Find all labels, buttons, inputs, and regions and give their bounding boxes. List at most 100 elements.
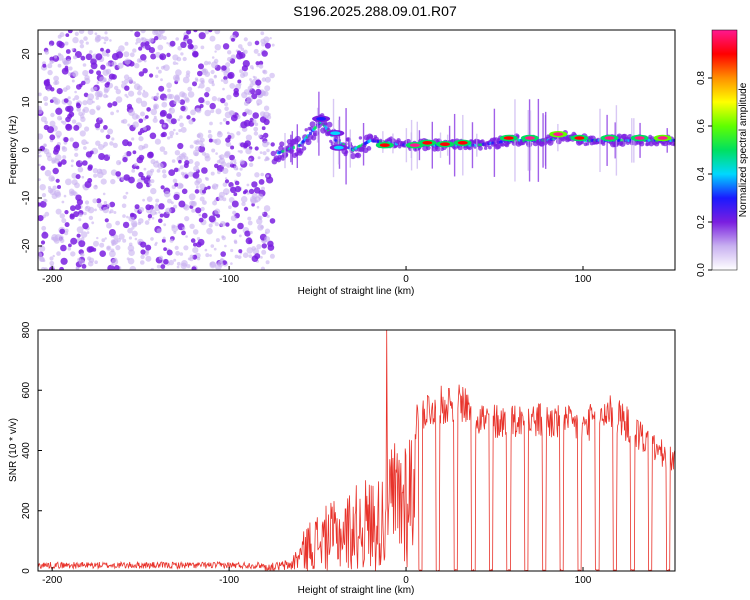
noise-blob	[208, 78, 215, 84]
noise-blob	[161, 101, 168, 108]
noise-blob	[220, 251, 226, 257]
noise-blob	[43, 124, 50, 131]
noise-blob	[226, 131, 230, 135]
noise-blob	[259, 151, 263, 155]
noise-blob	[94, 208, 97, 212]
noise-blob	[90, 62, 98, 70]
noise-blob	[191, 266, 197, 270]
snr-y-tick-label: 200	[21, 502, 32, 519]
noise-blob	[147, 214, 153, 219]
noise-blob	[182, 226, 186, 231]
noise-blob	[148, 37, 154, 43]
signal-core	[308, 131, 313, 135]
noise-blob	[241, 201, 246, 207]
noise-blob	[162, 236, 166, 240]
noise-blob	[106, 246, 111, 250]
noise-blob	[59, 213, 65, 219]
noise-blob	[127, 227, 133, 234]
noise-blob	[92, 100, 95, 104]
noise-blob	[243, 206, 249, 212]
noise-blob	[183, 204, 190, 211]
noise-blob	[204, 109, 211, 117]
noise-blob	[210, 69, 215, 75]
noise-blob	[128, 176, 135, 184]
noise-blob	[261, 243, 267, 249]
noise-blob	[198, 63, 204, 70]
noise-blob	[225, 120, 230, 125]
noise-blob	[192, 229, 199, 235]
noise-blob	[95, 53, 103, 61]
noise-blob	[142, 198, 146, 202]
noise-blob	[261, 249, 267, 255]
noise-blob	[163, 190, 171, 198]
noise-blob	[204, 176, 208, 180]
noise-blob	[127, 257, 135, 265]
noise-blob	[253, 48, 259, 54]
noise-blob	[112, 142, 118, 148]
noise-blob	[229, 161, 234, 165]
noise-blob	[224, 244, 227, 248]
noise-blob	[151, 216, 155, 220]
noise-blob	[159, 111, 166, 117]
noise-blob	[106, 62, 111, 67]
noise-blob	[173, 128, 176, 132]
noise-blob	[231, 200, 239, 208]
noise-blob	[93, 240, 99, 247]
noise-blob	[156, 33, 164, 40]
noise-blob	[194, 161, 200, 167]
noise-blob	[269, 253, 275, 259]
noise-blob	[138, 118, 144, 124]
noise-blob	[270, 142, 275, 147]
noise-blob	[186, 264, 191, 269]
noise-blob	[231, 37, 235, 42]
noise-blob	[104, 31, 108, 35]
noise-blob	[49, 134, 56, 141]
noise-blob	[199, 183, 206, 190]
noise-blob	[166, 249, 173, 256]
spectrogram-y-label: Frequency (Hz)	[8, 116, 19, 185]
noise-blob	[60, 120, 64, 124]
noise-blob	[242, 71, 249, 77]
noise-blob	[247, 216, 252, 221]
noise-blob	[127, 244, 135, 252]
noise-blob	[263, 105, 270, 111]
noise-blob	[111, 243, 115, 246]
noise-blob	[266, 214, 270, 218]
noise-blob	[43, 198, 47, 202]
noise-blob	[258, 60, 264, 66]
noise-blob	[99, 242, 105, 248]
colorbar-tick-label: 0.0	[696, 263, 707, 277]
noise-blob	[115, 245, 121, 251]
noise-blob	[76, 226, 84, 234]
noise-blob	[144, 220, 150, 225]
noise-blob	[267, 240, 274, 247]
noise-blob	[146, 107, 151, 112]
noise-blob	[126, 151, 132, 157]
noise-blob	[84, 205, 91, 212]
noise-blob	[44, 120, 48, 125]
noise-blob	[187, 91, 195, 98]
noise-blob	[263, 132, 269, 139]
noise-blob	[42, 63, 47, 68]
noise-blob	[214, 50, 217, 53]
noise-blob	[44, 50, 50, 55]
noise-blob	[234, 185, 242, 193]
noise-blob	[136, 58, 142, 63]
noise-blob	[52, 97, 57, 101]
noise-blob	[109, 201, 116, 208]
noise-blob	[79, 130, 86, 137]
noise-blob	[163, 258, 169, 265]
noise-blob	[227, 71, 235, 79]
noise-blob	[215, 238, 220, 243]
snr-x-tick-label: -100	[219, 575, 239, 586]
noise-blob	[174, 150, 181, 156]
noise-blob	[190, 238, 196, 243]
noise-blob	[211, 96, 217, 102]
noise-blob	[69, 214, 75, 220]
noise-blob	[237, 79, 242, 84]
colorbar-tick-label: 0.4	[696, 167, 707, 181]
noise-blob	[60, 159, 67, 165]
noise-blob	[199, 104, 204, 108]
noise-blob	[195, 207, 202, 214]
noise-blob	[208, 223, 213, 228]
